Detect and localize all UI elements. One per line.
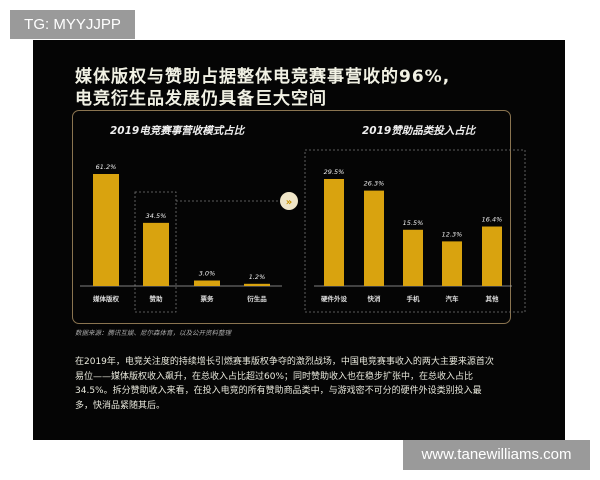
category-label: 赞助: [149, 294, 164, 303]
data-source: 数据来源：腾讯互娱、尼尔森体育，以及公开资料整理: [75, 329, 231, 337]
summary-paragraph: 在2019年，电竞关注度的持续增长引燃赛事版权争夺的激烈战场，中国电竞赛事收入的…: [75, 357, 494, 411]
value-label: 15.5%: [403, 219, 424, 227]
double-chevron-icon: »: [286, 197, 292, 208]
category-label: 媒体版权: [93, 294, 120, 303]
watermark-top: TG: MYYJJPP: [10, 10, 135, 39]
arrow-circle: [280, 192, 298, 210]
category-label: 快消: [368, 294, 382, 303]
bar-硬件外设: [324, 179, 344, 286]
headline-line-2: 电竞衍生品发展仍具备巨大空间: [75, 89, 327, 109]
value-label: 26.3%: [364, 180, 385, 188]
category-label: 票务: [201, 294, 215, 303]
highlight-box: [134, 191, 177, 313]
bar-其他: [482, 226, 502, 286]
chart-frame: [72, 110, 511, 324]
value-label: 12.3%: [442, 230, 463, 238]
bar-手机: [403, 229, 423, 286]
bar-衍生品: [244, 283, 270, 286]
value-label: 1.2%: [249, 273, 266, 281]
value-label: 61.2%: [96, 163, 117, 171]
bar-票务: [194, 280, 220, 286]
value-label: 34.5%: [146, 212, 167, 220]
value-label: 3.0%: [199, 270, 216, 278]
left-chart-title: 2019电竞赛事营收模式占比: [110, 125, 245, 137]
watermark-bottom: www.tanewilliams.com: [403, 440, 590, 470]
right-chart-box: [304, 149, 526, 313]
bar-赞助: [143, 222, 169, 286]
bar-媒体版权: [93, 174, 119, 286]
bar-汽车: [442, 241, 462, 286]
headline-line-1: 媒体版权与赞助占据整体电竞赛事营收的96%,: [75, 67, 451, 87]
category-label: 手机: [407, 294, 421, 303]
bar-快消: [364, 190, 384, 286]
right-chart-title: 2019赞助品类投入占比: [362, 125, 476, 137]
category-label: 衍生品: [246, 294, 267, 303]
category-label: 其他: [486, 294, 500, 303]
value-label: 29.5%: [324, 168, 345, 176]
value-label: 16.4%: [482, 216, 503, 224]
infographic-panel: [33, 40, 565, 440]
category-label: 汽车: [446, 294, 460, 303]
category-label: 硬件外设: [321, 294, 348, 303]
